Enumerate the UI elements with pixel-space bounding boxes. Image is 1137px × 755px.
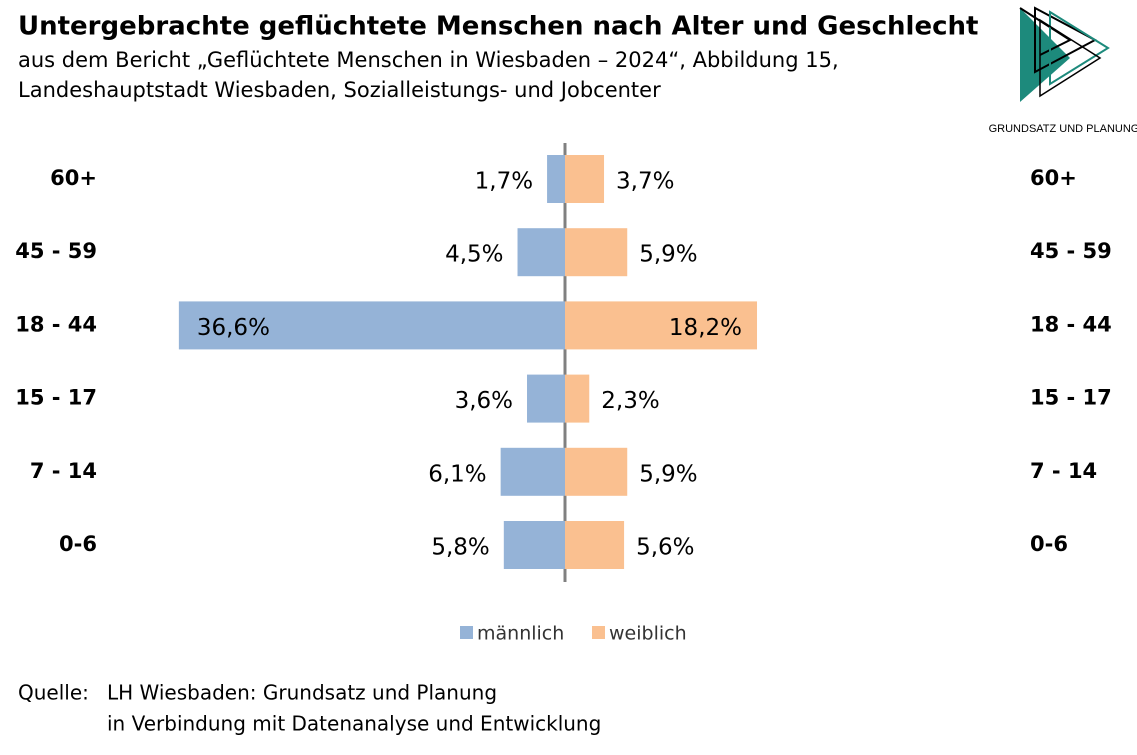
bar xyxy=(565,155,605,203)
value-label: 5,9% xyxy=(639,242,697,268)
bar xyxy=(178,301,565,350)
category-label: 45 - 59 xyxy=(15,239,97,263)
category-label: 18 - 44 xyxy=(15,312,97,336)
subtitle: Landeshauptstadt Wiesbaden, Sozialleistu… xyxy=(18,78,661,102)
bar xyxy=(565,228,628,277)
value-label: 4,5% xyxy=(445,242,503,268)
bar xyxy=(565,521,625,569)
logo-shape xyxy=(1039,18,1102,98)
category-label: 7 - 14 xyxy=(30,459,97,483)
legend-swatch xyxy=(460,626,473,639)
bar xyxy=(565,447,628,496)
value-label: 2,3% xyxy=(601,388,659,414)
logo-shape xyxy=(1020,8,1070,102)
legend-label: weiblich xyxy=(609,623,687,645)
value-label: 3,7% xyxy=(616,169,674,195)
value-label: 3,6% xyxy=(455,388,513,414)
category-label: 45 - 59 xyxy=(1030,239,1112,263)
legend-label: männlich xyxy=(477,623,564,645)
bar xyxy=(547,155,565,203)
logo-shape xyxy=(1034,6,1098,74)
bar xyxy=(503,521,565,569)
category-label: 15 - 17 xyxy=(15,386,97,410)
subtitle: aus dem Bericht „Geflüchtete Menschen in… xyxy=(18,48,839,72)
category-label: 0-6 xyxy=(1030,532,1068,556)
category-label: 60+ xyxy=(1030,166,1077,190)
bar xyxy=(565,301,758,350)
bar xyxy=(500,447,565,496)
source-text: LH Wiesbaden: Grundsatz und Planung xyxy=(107,681,497,705)
legend-swatch xyxy=(592,626,605,639)
source-text: in Verbindung mit Datenanalyse und Entwi… xyxy=(107,712,601,736)
bar xyxy=(527,374,565,423)
category-label: 18 - 44 xyxy=(1030,312,1112,336)
logo xyxy=(1019,6,1110,102)
bar xyxy=(565,374,590,423)
source-label: Quelle: xyxy=(18,681,89,705)
value-label: 1,7% xyxy=(475,169,533,195)
value-label: 5,8% xyxy=(431,535,489,561)
logo-shape xyxy=(1049,10,1110,86)
bar xyxy=(517,228,565,277)
value-label: 6,1% xyxy=(428,461,486,487)
category-label: 15 - 17 xyxy=(1030,386,1112,410)
title: Untergebrachte geflüchtete Menschen nach… xyxy=(18,12,978,42)
value-label: 5,6% xyxy=(636,535,694,561)
value-label: 36,6% xyxy=(197,315,270,341)
logo-text: GRUNDSATZ UND PLANUNG xyxy=(989,123,1137,135)
category-label: 60+ xyxy=(50,166,97,190)
value-label: 18,2% xyxy=(669,315,742,341)
category-label: 0-6 xyxy=(59,532,97,556)
value-label: 5,9% xyxy=(639,461,697,487)
category-label: 7 - 14 xyxy=(1030,459,1097,483)
